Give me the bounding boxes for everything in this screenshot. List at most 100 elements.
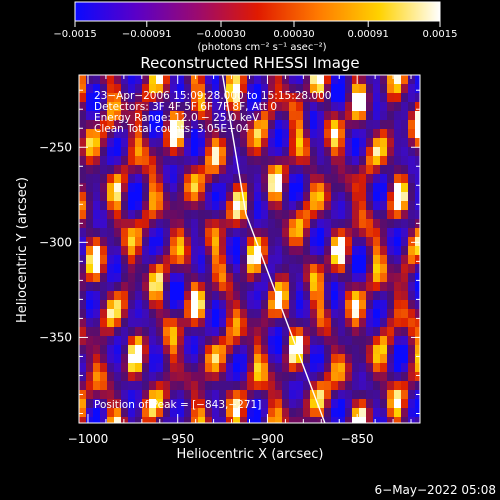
heatmap-cell (324, 138, 332, 148)
heatmap-cell (219, 210, 227, 220)
heatmap-cell (261, 300, 269, 310)
heatmap-cell (338, 129, 346, 139)
heatmap-cell (114, 336, 122, 346)
heatmap-cell (310, 282, 318, 292)
heatmap-cell (338, 408, 346, 418)
heatmap-cell (366, 93, 374, 103)
heatmap-cell (184, 75, 192, 85)
heatmap-cell (359, 363, 367, 373)
heatmap-cell (100, 327, 108, 337)
heatmap-cell (86, 111, 94, 121)
heatmap-cell (303, 318, 311, 328)
heatmap-cell (191, 390, 199, 400)
heatmap-cell (317, 336, 325, 346)
heatmap-cell (212, 318, 220, 328)
heatmap-cell (261, 345, 269, 355)
heatmap-cell (219, 183, 227, 193)
heatmap-cell (338, 75, 346, 85)
heatmap-cell (128, 84, 136, 94)
heatmap-cell (408, 291, 416, 301)
heatmap-cell (163, 345, 171, 355)
heatmap-cell (380, 372, 388, 382)
heatmap-cell (100, 111, 108, 121)
heatmap-cell (86, 183, 94, 193)
heatmap-cell (212, 390, 220, 400)
heatmap-cell (317, 291, 325, 301)
heatmap-cell (289, 300, 297, 310)
heatmap-cell (191, 327, 199, 337)
heatmap-cell (205, 390, 213, 400)
heatmap-cell (317, 138, 325, 148)
heatmap-cell (219, 336, 227, 346)
heatmap-cell (345, 354, 353, 364)
heatmap-cell (303, 183, 311, 193)
heatmap-cell (261, 390, 269, 400)
heatmap-cell (261, 102, 269, 112)
heatmap-cell (324, 219, 332, 229)
heatmap-cell (107, 264, 115, 274)
heatmap-cell (79, 102, 87, 112)
heatmap-cell (282, 246, 290, 256)
heatmap-cell (142, 210, 150, 220)
heatmap-cell (380, 210, 388, 220)
heatmap-cell (254, 165, 262, 175)
heatmap-cell (205, 363, 213, 373)
heatmap-cell (170, 291, 178, 301)
heatmap-cell (135, 201, 143, 211)
heatmap-cell (261, 210, 269, 220)
heatmap-cell (296, 84, 304, 94)
heatmap-cell (401, 282, 409, 292)
heatmap-cell (310, 336, 318, 346)
heatmap-cell (233, 399, 241, 409)
heatmap-cell (247, 156, 255, 166)
heatmap-cell (163, 138, 171, 148)
heatmap-cell (345, 138, 353, 148)
heatmap-cell (191, 93, 199, 103)
heatmap-cell (121, 84, 129, 94)
heatmap-cell (387, 372, 395, 382)
heatmap-cell (177, 165, 185, 175)
heatmap-cell (205, 201, 213, 211)
heatmap-cell (198, 192, 206, 202)
heatmap-cell (170, 219, 178, 229)
heatmap-cell (317, 327, 325, 337)
heatmap-cell (156, 102, 164, 112)
heatmap-cell (191, 102, 199, 112)
heatmap-cell (380, 84, 388, 94)
heatmap-cell (212, 381, 220, 391)
heatmap-cell (275, 210, 283, 220)
heatmap-cell (121, 237, 129, 247)
heatmap-cell (338, 273, 346, 283)
heatmap-cell (100, 363, 108, 373)
heatmap-cell (128, 219, 136, 229)
heatmap-cell (359, 192, 367, 202)
heatmap-cell (408, 201, 416, 211)
heatmap-cell (135, 228, 143, 238)
heatmap-cell (170, 336, 178, 346)
heatmap-cell (233, 219, 241, 229)
heatmap-cell (401, 120, 409, 130)
heatmap-cell (387, 156, 395, 166)
heatmap-cell (219, 300, 227, 310)
heatmap-cell (366, 111, 374, 121)
heatmap-cell (212, 354, 220, 364)
heatmap-cell (296, 417, 304, 423)
heatmap-cell (198, 354, 206, 364)
heatmap-cell (79, 309, 87, 319)
heatmap-cell (261, 255, 269, 265)
heatmap-cell (79, 363, 87, 373)
heatmap-cell (352, 381, 360, 391)
heatmap-cell (142, 183, 150, 193)
heatmap-cell (107, 408, 115, 418)
heatmap-cell (345, 336, 353, 346)
heatmap-cell (380, 174, 388, 184)
heatmap-cell (324, 147, 332, 157)
heatmap-cell (93, 219, 101, 229)
heatmap-cell (296, 174, 304, 184)
heatmap-cell (303, 246, 311, 256)
heatmap-cell (107, 147, 115, 157)
heatmap-cell (163, 381, 171, 391)
heatmap-cell (240, 120, 248, 130)
heatmap-cell (121, 255, 129, 265)
heatmap-cell (352, 264, 360, 274)
